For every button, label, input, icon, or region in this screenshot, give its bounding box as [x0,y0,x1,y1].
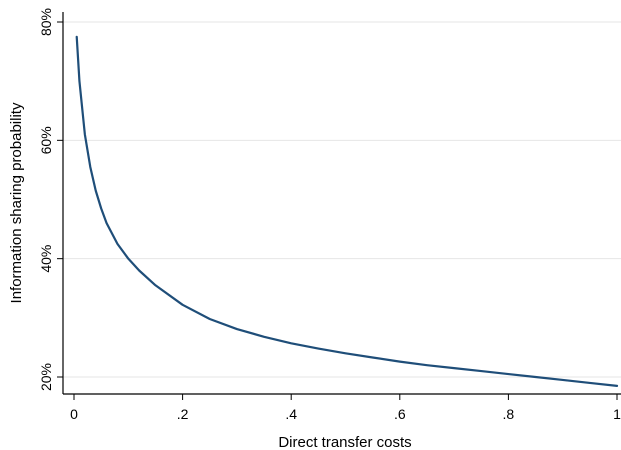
y-tick-label: 40% [38,245,54,273]
grid-lines [63,21,621,378]
x-tick-label: .6 [394,406,406,422]
x-tick-label: .2 [177,406,189,422]
x-tick-label: .4 [285,406,297,422]
x-tick-label: 1 [613,406,621,422]
series-layer [75,35,619,387]
y-tick-label: 80% [38,8,54,36]
x-tick-label: 0 [70,406,78,422]
x-tick-label: .8 [503,406,515,422]
y-axis-label: Information sharing probability [8,102,25,303]
y-tick-label: 20% [38,363,54,391]
tick-labels: 0 .2 .4 .6 .8 1 20% 40% 60% 80% [38,8,621,422]
y-tick-label: 60% [38,126,54,154]
series-line-0 [75,35,619,387]
axes [57,12,621,400]
x-axis-label: Direct transfer costs [278,434,411,450]
